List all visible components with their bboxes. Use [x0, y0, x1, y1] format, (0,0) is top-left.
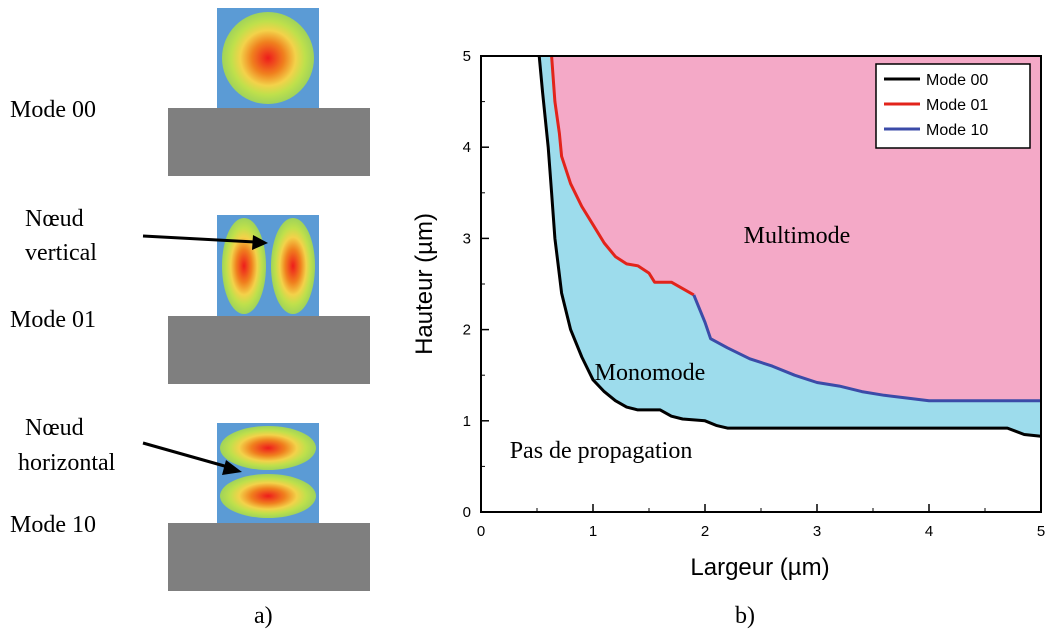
- y-axis-label: Hauteur (µm): [411, 213, 438, 355]
- x-tick-label: 5: [1037, 523, 1045, 540]
- legend-label: Mode 01: [926, 97, 988, 114]
- mode-10-bottom-lobe: [220, 474, 316, 518]
- mode-01-diagram: [142, 215, 370, 384]
- substrate-block: [168, 316, 370, 384]
- mode-10-diagram: [142, 423, 370, 591]
- vertical-node-arrow: [142, 234, 257, 244]
- mode-10-label: Mode 10: [10, 512, 96, 538]
- substrate-block: [168, 108, 370, 176]
- no-propagation-label: Pas de propagation: [510, 438, 693, 464]
- y-tick-label: 0: [463, 504, 471, 521]
- x-tick-label: 3: [813, 523, 821, 540]
- vertical-node-label-line1: Nœud: [25, 206, 84, 232]
- mode-01-label: Mode 01: [10, 307, 96, 333]
- y-tick-label: 2: [463, 322, 471, 339]
- mode-10-top-lobe: [220, 426, 316, 470]
- x-tick-label: 0: [477, 523, 485, 540]
- y-tick-label: 4: [463, 139, 471, 156]
- y-tick-label: 1: [463, 413, 471, 430]
- substrate-block: [168, 523, 370, 591]
- mode-01-right-lobe: [271, 218, 315, 314]
- arrow-head-icon: [222, 460, 242, 475]
- multimode-region-label: Multimode: [744, 223, 851, 249]
- mode-00-diagram: [168, 8, 370, 176]
- mode-profiles-panel: [142, 8, 370, 591]
- mode-00-label: Mode 00: [10, 97, 96, 123]
- mode-01-curve: [550, 55, 695, 297]
- x-tick-label: 2: [701, 523, 709, 540]
- x-tick-label: 1: [589, 523, 597, 540]
- monomode-region: [539, 56, 1041, 437]
- monomode-region-label: Monomode: [595, 360, 706, 386]
- mode-00-lobe: [222, 12, 314, 104]
- panel-b-caption: b): [735, 603, 755, 629]
- horizontal-node-arrow: [142, 441, 229, 469]
- legend-label: Mode 10: [926, 122, 988, 139]
- legend: Mode 00 Mode 01 Mode 10: [875, 63, 1031, 149]
- panel-a-caption: a): [254, 603, 273, 629]
- mode-00-curve: [537, 55, 1042, 438]
- y-tick-label: 5: [463, 48, 471, 65]
- y-tick-label: 3: [463, 230, 471, 247]
- vertical-node-label-line2: vertical: [25, 240, 97, 266]
- horizontal-node-label-line2: horizontal: [18, 450, 116, 476]
- x-tick-label: 4: [925, 523, 933, 540]
- arrow-head-icon: [252, 235, 268, 250]
- x-axis-label: Largeur (µm): [690, 554, 829, 581]
- mode-10-curve: [692, 294, 1041, 403]
- legend-label: Mode 00: [926, 72, 988, 89]
- horizontal-node-label-line1: Nœud: [25, 415, 84, 441]
